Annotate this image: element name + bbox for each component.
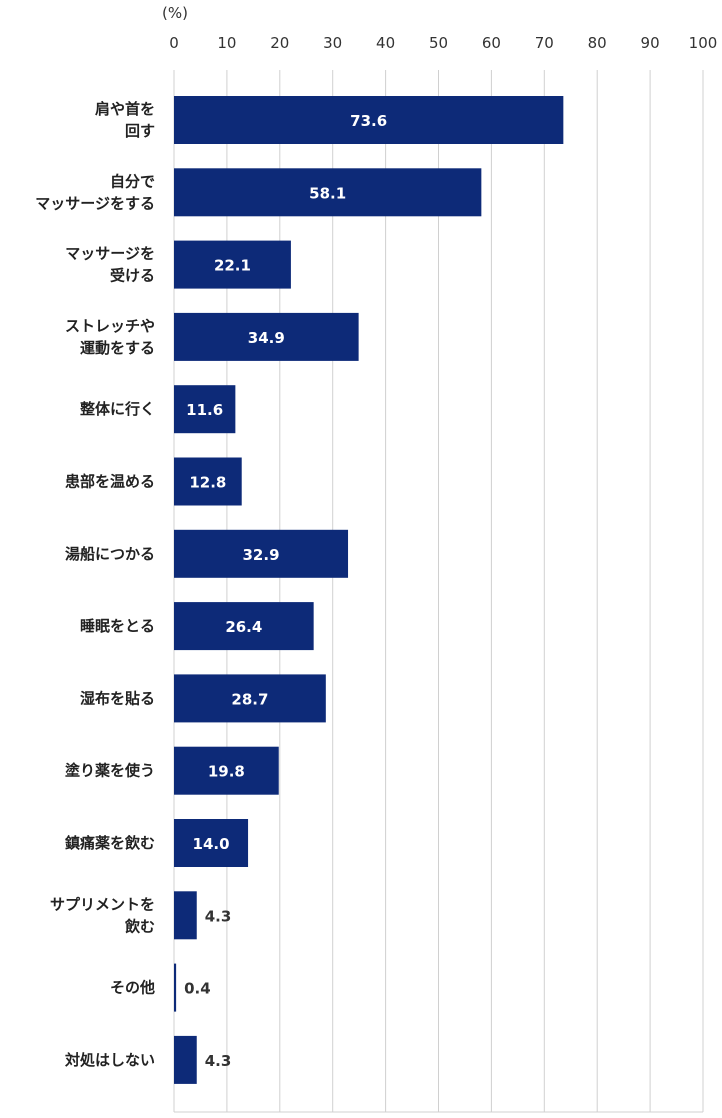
category-label-9-0: 塗り薬を使う	[65, 762, 155, 780]
value-label-7: 26.4	[225, 618, 262, 636]
bar-0	[174, 96, 564, 144]
tick-label-70: 70	[535, 34, 554, 52]
category-labels: 肩や首を回す自分でマッサージをするマッサージを受けるストレッチや運動をする整体に…	[35, 100, 155, 1069]
bars	[174, 96, 564, 1084]
x-axis-ticks: 0 10 20 30 40 50 60 70 80 90 100	[169, 34, 717, 52]
tick-label-80: 80	[588, 34, 607, 52]
category-label-8-0: 湿布を貼る	[80, 689, 155, 707]
value-label-1: 58.1	[309, 184, 346, 202]
bar-9	[174, 746, 279, 795]
bar-3	[174, 312, 359, 361]
tick-label-100: 100	[689, 34, 718, 52]
category-label-0-0: 肩や首を	[95, 100, 155, 118]
bar-8	[174, 674, 326, 723]
tick-label-10: 10	[217, 34, 236, 52]
category-label-12-0: その他	[110, 979, 155, 997]
value-label-3: 34.9	[248, 329, 285, 347]
category-label-4-0: 整体に行く	[80, 400, 155, 418]
value-label-2: 22.1	[214, 257, 251, 275]
category-label-0-1: 回す	[125, 122, 155, 140]
bar-12	[174, 963, 177, 1012]
bar-11	[174, 891, 197, 940]
tick-label-20: 20	[270, 34, 289, 52]
category-label-1-1: マッサージをする	[35, 194, 155, 212]
bar-2	[174, 240, 291, 289]
tick-label-50: 50	[429, 34, 448, 52]
bar-10	[174, 819, 249, 867]
value-label-0: 73.6	[350, 112, 387, 130]
value-label-5: 12.8	[189, 474, 226, 492]
category-label-5-0: 患部を温める	[65, 473, 155, 491]
gridlines	[173, 70, 704, 1113]
unit-label: (%)	[162, 4, 188, 22]
category-label-6-0: 湯船につかる	[65, 545, 155, 563]
value-label-8: 28.7	[231, 690, 268, 708]
bar-5	[174, 457, 242, 506]
category-label-11-0: サプリメントを	[50, 895, 155, 913]
value-label-13: 4.3	[205, 1052, 232, 1070]
value-label-4: 11.6	[186, 401, 223, 419]
category-label-13-0: 対処はしない	[64, 1051, 155, 1069]
tick-label-40: 40	[376, 34, 395, 52]
value-label-9: 19.8	[208, 763, 245, 781]
category-label-10-0: 鎮痛薬を飲む	[65, 834, 155, 852]
bar-7	[174, 602, 314, 651]
tick-label-0: 0	[169, 34, 179, 52]
bar-4	[174, 385, 236, 434]
category-label-1-0: 自分で	[110, 172, 155, 190]
category-label-2-0: マッサージを	[65, 245, 155, 263]
bar-6	[174, 529, 349, 578]
category-label-2-1: 受ける	[110, 267, 155, 285]
tick-label-90: 90	[641, 34, 660, 52]
bar-13	[174, 1035, 197, 1084]
category-label-3-1: 運動をする	[80, 339, 155, 357]
category-label-11-1: 飲む	[124, 917, 155, 935]
value-label-12: 0.4	[184, 980, 211, 998]
tick-label-60: 60	[482, 34, 501, 52]
tick-label-30: 30	[323, 34, 342, 52]
value-label-11: 4.3	[205, 907, 232, 925]
category-label-3-0: ストレッチや	[65, 317, 155, 335]
category-label-7-0: 睡眠をとる	[80, 617, 155, 635]
value-label-10: 14.0	[193, 835, 230, 853]
value-label-6: 32.9	[243, 546, 280, 564]
value-labels: 73.6 58.1 22.1 34.9 11.6 12.8 32.9 26.4 28.7 19.8…	[184, 112, 387, 1070]
bar-1	[174, 168, 482, 217]
